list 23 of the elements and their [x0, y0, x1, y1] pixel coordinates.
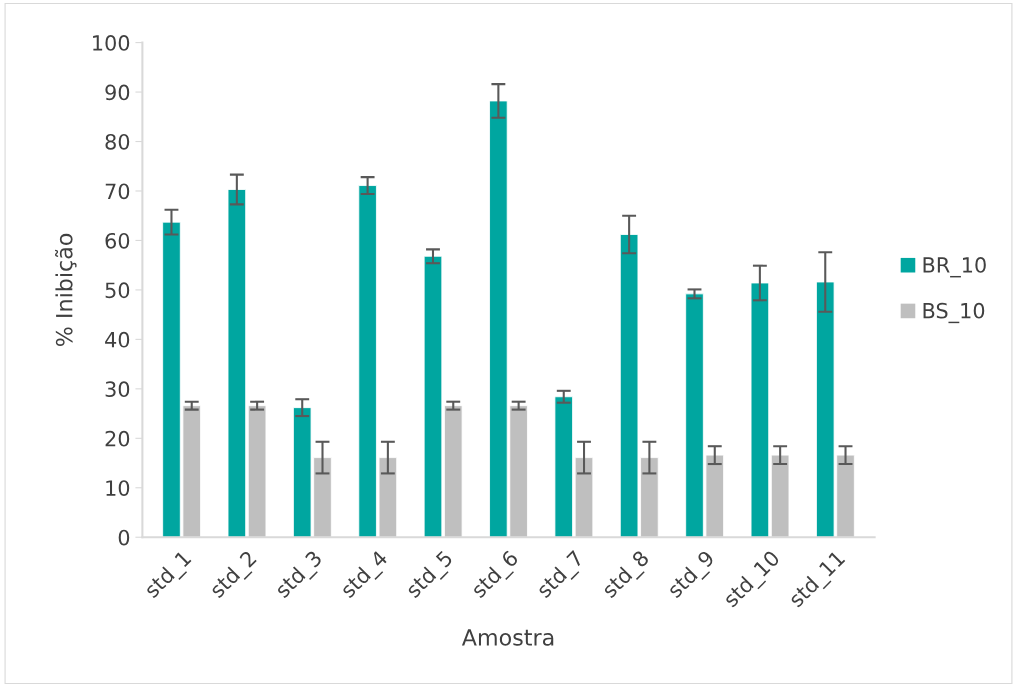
legend-label: BR_10 [923, 257, 986, 278]
bar [444, 405, 463, 538]
y-tick-label: 30 [105, 381, 130, 398]
bar [574, 457, 594, 538]
y-tick-label: 90 [105, 84, 130, 101]
bar [247, 405, 267, 538]
y-tick-label: 100 [93, 35, 130, 51]
x-axis-title: Amostra [461, 629, 554, 646]
y-axis-title: % Inibição [55, 233, 77, 347]
y-tick-label: 20 [105, 430, 130, 447]
y-tick-label: 60 [105, 232, 130, 249]
legend-label: BS_10 [923, 302, 985, 324]
bar [423, 255, 443, 538]
y-tick-label: 80 [105, 133, 130, 150]
y-tick-label: 40 [105, 331, 130, 348]
y-tick-label: 50 [105, 282, 130, 299]
bar [750, 282, 770, 538]
y-tick-label: 0 [118, 529, 130, 546]
bar [554, 396, 573, 538]
bar [227, 189, 247, 538]
bar [770, 454, 790, 538]
y-tick-label: 10 [106, 480, 130, 496]
y-tick-label: 70 [105, 183, 130, 200]
